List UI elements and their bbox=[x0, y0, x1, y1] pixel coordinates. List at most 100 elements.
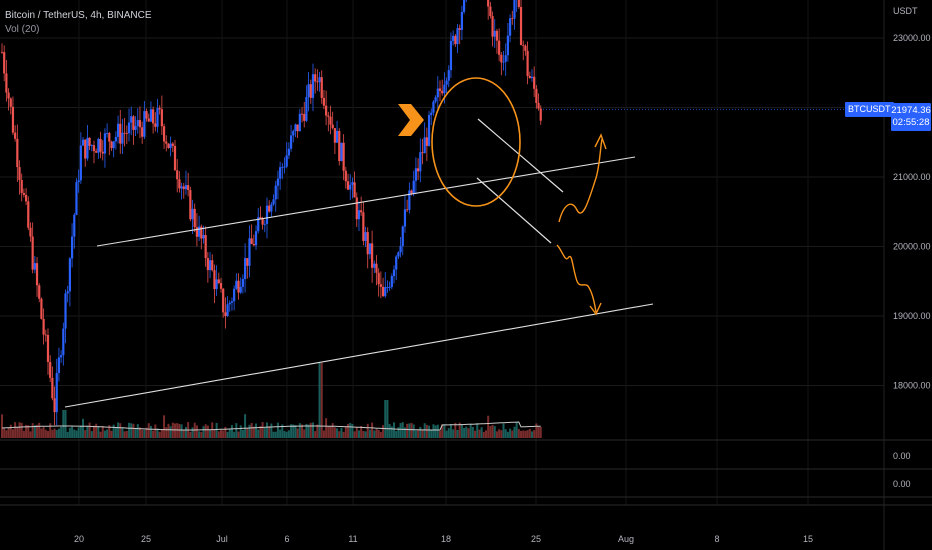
volume-bar bbox=[511, 430, 514, 438]
volume-bar bbox=[123, 431, 126, 438]
candle-body bbox=[423, 137, 426, 154]
volume-bar bbox=[99, 431, 102, 438]
candle-body bbox=[320, 77, 323, 98]
candle-body bbox=[143, 111, 146, 137]
candle-body bbox=[246, 258, 249, 266]
volume-bar bbox=[484, 430, 487, 438]
volume-bar bbox=[393, 422, 396, 438]
volume-bar bbox=[169, 426, 172, 438]
candle-body bbox=[513, 0, 516, 19]
volume-bar bbox=[474, 430, 477, 438]
candle-body bbox=[18, 167, 21, 180]
volume-bar bbox=[244, 414, 247, 438]
volume-bar bbox=[101, 425, 104, 438]
candle-body bbox=[193, 208, 196, 228]
candle-body bbox=[491, 16, 494, 37]
candle-body bbox=[42, 318, 45, 335]
volume-bar bbox=[20, 422, 23, 438]
volume-bar bbox=[447, 428, 450, 438]
volume-bar bbox=[322, 430, 325, 438]
volume-bar bbox=[31, 423, 34, 438]
candle-body bbox=[5, 73, 8, 93]
volume-bar bbox=[25, 424, 28, 438]
volume-bar bbox=[149, 425, 152, 438]
volume-bar bbox=[285, 431, 288, 438]
candle-body bbox=[368, 243, 372, 255]
volume-bar bbox=[360, 426, 363, 438]
candle-body bbox=[303, 113, 306, 121]
candle-body bbox=[487, 0, 490, 7]
candle-body bbox=[322, 97, 326, 106]
time-tick-label: Jul bbox=[216, 534, 228, 544]
volume-bar bbox=[112, 424, 115, 438]
volume-bar bbox=[152, 430, 155, 438]
candle-body bbox=[338, 130, 341, 162]
symbol-badge: BTCUSDT bbox=[845, 102, 894, 118]
volume-bar bbox=[38, 422, 41, 438]
volume-bar bbox=[5, 430, 8, 438]
price-tick-label: 21000.00 bbox=[893, 172, 931, 182]
volume-bar bbox=[252, 426, 255, 438]
candle-body bbox=[114, 136, 117, 142]
volume-bar bbox=[128, 422, 131, 438]
volume-bar bbox=[458, 422, 461, 438]
volume-bar bbox=[195, 425, 198, 438]
volume-bar bbox=[108, 425, 111, 438]
candle-body bbox=[346, 181, 350, 190]
time-tick-label: 15 bbox=[803, 534, 813, 544]
volume-bar bbox=[237, 431, 240, 438]
volume-bar bbox=[163, 415, 166, 438]
candle-body bbox=[436, 88, 439, 98]
volume-bar bbox=[88, 422, 91, 438]
candle-body bbox=[108, 133, 111, 142]
volume-bar bbox=[18, 422, 21, 438]
volume-bar bbox=[279, 429, 282, 438]
volume-bar bbox=[340, 427, 343, 438]
candle-body bbox=[222, 288, 225, 313]
candle-body bbox=[169, 143, 172, 148]
candle-body bbox=[524, 45, 527, 51]
candle-body bbox=[228, 302, 231, 305]
volume-bar bbox=[233, 431, 236, 438]
volume-bar bbox=[230, 425, 233, 438]
candle-body bbox=[305, 97, 308, 121]
volume-bar bbox=[528, 428, 531, 438]
volume-bar bbox=[248, 424, 251, 438]
volume-bar bbox=[456, 430, 459, 438]
candle-body bbox=[517, 0, 520, 7]
candle-body bbox=[239, 286, 242, 293]
candle-body bbox=[44, 334, 47, 336]
candle-body bbox=[31, 236, 34, 270]
volume-bar bbox=[211, 422, 214, 438]
candle-body bbox=[327, 115, 330, 117]
candle-body bbox=[421, 152, 424, 154]
volume-bar bbox=[141, 429, 144, 438]
volume-bar bbox=[263, 427, 266, 438]
candle-body bbox=[33, 263, 36, 270]
candle-body bbox=[268, 205, 271, 212]
volume-bar bbox=[73, 429, 76, 438]
volume-bar bbox=[40, 428, 43, 438]
candle-body bbox=[230, 301, 234, 303]
candle-body bbox=[213, 270, 216, 290]
volume-bar bbox=[463, 427, 466, 438]
volume-bar bbox=[399, 423, 402, 438]
volume-bar bbox=[119, 423, 122, 438]
candle-body bbox=[300, 113, 304, 115]
candle-body bbox=[250, 238, 253, 244]
candle-body bbox=[90, 145, 93, 146]
candle-body bbox=[432, 101, 435, 113]
volume-bar bbox=[143, 429, 146, 438]
volume-bar bbox=[121, 427, 124, 438]
candle-body bbox=[123, 132, 126, 134]
volume-bar bbox=[46, 430, 49, 438]
candle-body bbox=[495, 30, 499, 41]
bullish-path bbox=[558, 138, 603, 223]
candle-body bbox=[95, 151, 98, 153]
volume-bar bbox=[296, 428, 299, 438]
volume-bar bbox=[290, 424, 293, 438]
volume-bar bbox=[379, 431, 382, 438]
volume-bar bbox=[68, 427, 71, 438]
volume-bar bbox=[292, 424, 295, 438]
